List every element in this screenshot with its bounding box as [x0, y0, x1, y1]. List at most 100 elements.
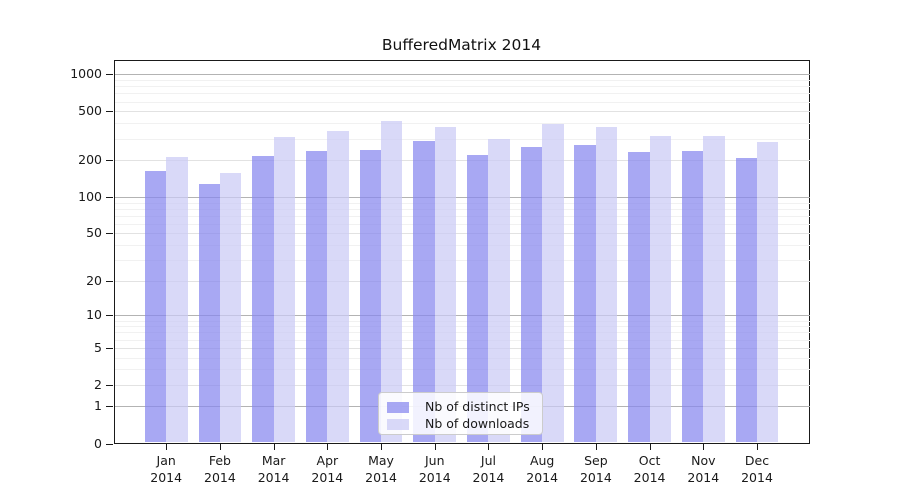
y-axis-tick-mark	[106, 406, 113, 408]
bar-downloads	[434, 126, 457, 443]
gridline	[114, 160, 810, 162]
y-axis-tick-mark	[106, 315, 113, 317]
x-axis-tick-mark	[434, 444, 436, 450]
y-axis-tick-mark	[106, 233, 113, 235]
major-gridline	[114, 196, 810, 198]
legend-swatch-distinct-ips	[387, 402, 409, 413]
bar-downloads	[595, 126, 618, 443]
x-axis-tick-mark	[488, 444, 490, 450]
legend-row-distinct-ips: Nb of distinct IPs	[379, 398, 542, 416]
y-axis-tick-label: 5	[94, 339, 102, 355]
y-axis-tick-mark	[106, 111, 113, 113]
minor-gridline	[114, 202, 810, 204]
x-axis-tick-label: Nov 2014	[687, 453, 720, 485]
y-axis-tick-label: 500	[78, 103, 102, 119]
y-axis-tick-mark	[106, 196, 113, 198]
gridline	[114, 347, 810, 349]
x-axis-tick-label: Sep 2014	[579, 453, 612, 485]
bar-downloads	[757, 142, 779, 443]
y-axis-tick-label: 50	[86, 225, 102, 241]
gridline	[114, 233, 810, 235]
bar-downloads	[381, 120, 403, 443]
x-axis-tick-mark	[542, 444, 544, 450]
legend-label-distinct-ips: Nb of distinct IPs	[425, 399, 530, 414]
x-axis-tick-mark	[219, 444, 221, 450]
x-axis-tick-mark	[273, 444, 275, 450]
y-axis-tick-label: 0	[94, 435, 102, 451]
minor-gridline	[114, 260, 810, 262]
bar-distinct-ips	[413, 140, 435, 443]
x-axis-tick-label: Mar 2014	[257, 453, 290, 485]
minor-gridline	[114, 80, 810, 82]
gridline	[114, 111, 810, 113]
gridline	[114, 280, 810, 282]
bar-distinct-ips	[467, 155, 489, 443]
bar-downloads	[166, 156, 188, 443]
major-gridline	[114, 74, 810, 76]
legend-swatch-downloads	[387, 419, 409, 430]
bar-downloads	[542, 123, 564, 443]
minor-gridline	[114, 93, 810, 95]
minor-gridline	[114, 326, 810, 328]
legend-label-downloads: Nb of downloads	[425, 416, 530, 431]
minor-gridline	[114, 138, 810, 140]
minor-gridline	[114, 215, 810, 217]
x-axis-tick-mark	[166, 444, 168, 450]
y-axis-tick-mark	[106, 280, 113, 282]
bar-downloads	[273, 136, 295, 443]
x-axis-tick-label: Jul 2014	[472, 453, 505, 485]
x-axis-tick-label: Feb 2014	[204, 453, 236, 485]
minor-gridline	[114, 86, 810, 88]
minor-gridline	[114, 101, 810, 103]
minor-gridline	[114, 208, 810, 210]
y-axis-tick-mark	[106, 347, 113, 349]
chart-title: BufferedMatrix 2014	[381, 36, 542, 54]
x-axis-tick-mark	[757, 444, 758, 450]
y-axis-tick-label: 100	[78, 188, 102, 204]
bar-distinct-ips	[198, 184, 220, 443]
x-axis-tick-label: Oct 2014	[633, 453, 666, 485]
bar-downloads	[327, 131, 349, 443]
bar-distinct-ips	[574, 145, 596, 443]
bar-distinct-ips	[628, 151, 650, 443]
y-axis-tick-mark	[106, 384, 113, 386]
y-axis-tick-mark	[106, 443, 113, 445]
y-axis-tick-label: 2	[94, 376, 102, 392]
x-axis-tick-label: Apr 2014	[311, 453, 344, 485]
bar-distinct-ips	[520, 147, 543, 443]
bar-downloads	[703, 135, 725, 443]
x-axis-tick-label: May 2014	[365, 453, 397, 485]
bar-distinct-ips	[359, 149, 382, 443]
minor-gridline	[114, 223, 810, 225]
x-axis-tick-label: Jan 2014	[150, 453, 183, 485]
x-axis-tick-label: Jun 2014	[418, 453, 451, 485]
minor-gridline	[114, 357, 810, 359]
y-axis-tick-label: 10	[86, 307, 102, 323]
x-axis-tick-label: Dec 2014	[741, 453, 773, 485]
bar-downloads	[649, 135, 671, 443]
bar-distinct-ips	[681, 151, 704, 443]
bar-distinct-ips	[252, 155, 274, 443]
y-axis-tick-label: 200	[78, 152, 102, 168]
x-axis-tick-mark	[649, 444, 651, 450]
y-axis-tick-mark	[106, 74, 113, 76]
bar-distinct-ips	[305, 150, 328, 443]
bar-downloads	[219, 173, 242, 443]
y-axis-tick-label: 1000	[70, 66, 102, 82]
y-axis-tick-label: 1	[94, 398, 102, 414]
legend: Nb of distinct IPs Nb of downloads	[378, 392, 543, 435]
x-axis-tick-mark	[327, 444, 329, 450]
bar-downloads	[488, 138, 510, 443]
x-axis-tick-mark	[703, 444, 705, 450]
y-axis-tick-mark	[106, 160, 113, 162]
minor-gridline	[114, 320, 810, 322]
x-axis-tick-mark	[595, 444, 597, 450]
x-axis-tick-label: Aug 2014	[526, 453, 559, 485]
gridline	[114, 384, 810, 386]
bar-distinct-ips	[144, 171, 167, 443]
bar-distinct-ips	[735, 158, 757, 443]
major-gridline	[114, 315, 810, 317]
minor-gridline	[114, 339, 810, 341]
minor-gridline	[114, 332, 810, 334]
